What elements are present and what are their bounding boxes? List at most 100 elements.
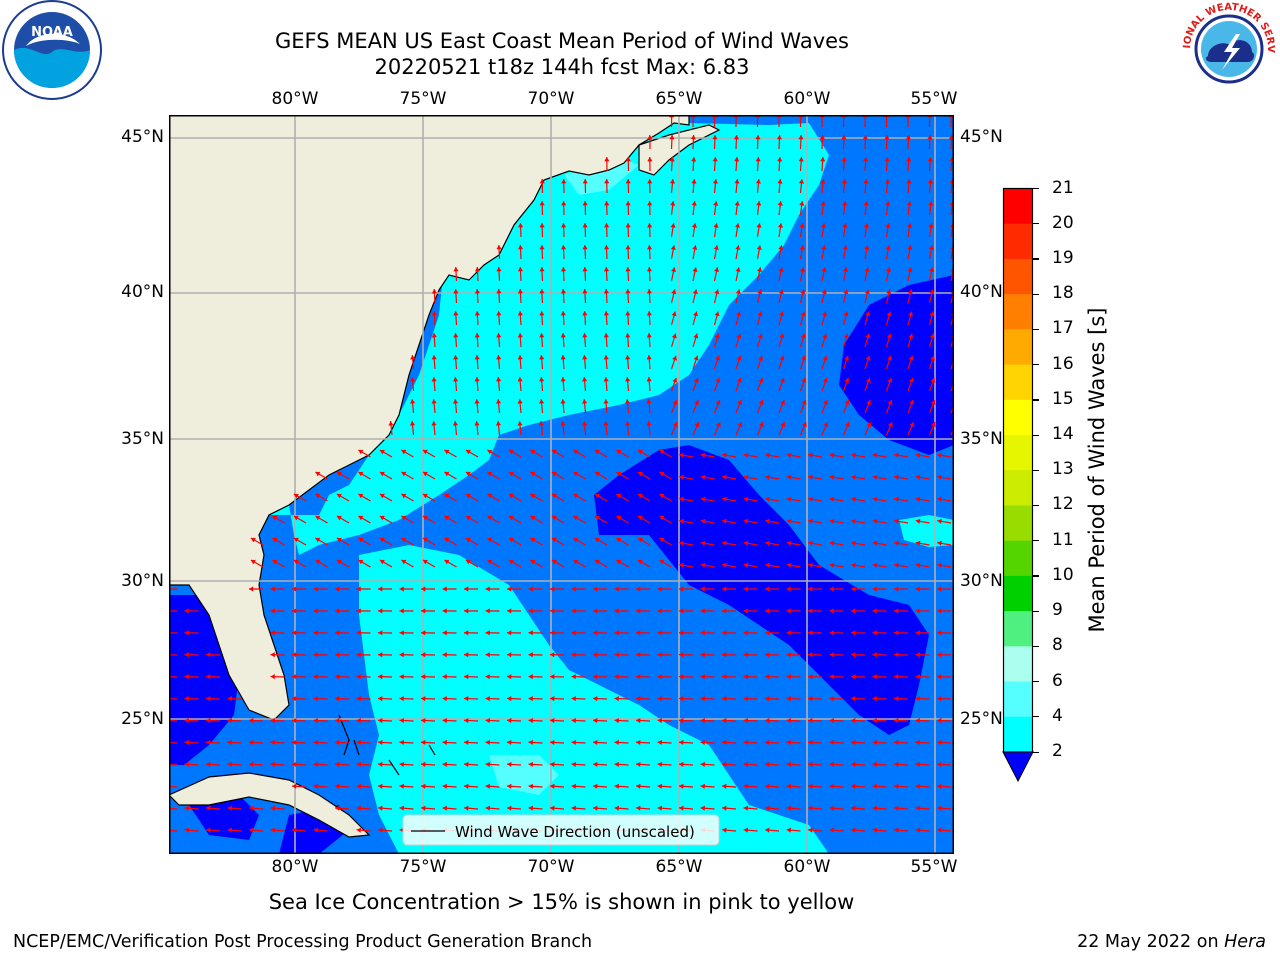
wind-wave-arrowhead (551, 559, 557, 565)
wind-wave-arrowhead (829, 761, 834, 767)
wind-wave-arrowhead (801, 422, 807, 428)
wind-wave-arrowhead (378, 761, 383, 767)
wind-wave-arrowhead (625, 245, 631, 250)
wind-wave-arrowhead (571, 696, 576, 702)
wind-wave-arrowhead (755, 157, 761, 162)
wind-wave-arrowhead (614, 608, 619, 614)
wind-wave-arrowhead (743, 674, 748, 680)
wind-wave-arrowhead (573, 449, 579, 455)
colorbar-tick-mark (1032, 681, 1039, 683)
wind-wave-arrowhead (561, 201, 567, 206)
wind-wave-arrowhead (829, 518, 835, 524)
wind-wave-arrowhead (915, 562, 921, 568)
wind-wave-arrowhead (292, 739, 297, 746)
wind-wave-arrowhead (743, 696, 748, 702)
wind-wave-arrowhead (528, 586, 533, 592)
wind-wave-arrowhead (637, 493, 643, 499)
wind-wave-arrowhead (801, 377, 807, 383)
wind-wave-arrowhead (550, 783, 555, 789)
wind-wave-arrowhead (530, 471, 536, 477)
wind-wave-arrowhead (336, 537, 342, 543)
wind-wave-arrowhead (694, 399, 699, 405)
wind-wave-arrowhead (872, 652, 877, 658)
wind-wave-arrowhead (582, 311, 588, 316)
wind-wave-arrowhead (693, 311, 699, 317)
wind-wave-arrowhead (884, 179, 891, 184)
wind-wave-arrowhead (358, 471, 364, 477)
wind-wave-arrowhead (517, 311, 523, 316)
wind-wave-arrowhead (485, 630, 490, 636)
wind-wave-arrowhead (733, 135, 739, 140)
wind-wave-arrowhead (700, 696, 705, 702)
wind-wave-arrowhead (894, 452, 899, 458)
wind-wave-arrowhead (843, 333, 849, 339)
wind-wave-arrowhead (474, 333, 480, 338)
wind-wave-arrowhead (872, 474, 878, 480)
wind-wave-arrowhead (657, 761, 662, 767)
wind-wave-arrowhead (851, 805, 856, 811)
wind-wave-arrowhead (313, 827, 319, 833)
wind-wave-arrowhead (894, 739, 899, 746)
wind-wave-arrowhead (928, 223, 934, 228)
wind-wave-arrowhead (743, 805, 749, 811)
wind-wave-arrowhead (808, 474, 813, 480)
wind-wave-arrowhead (669, 135, 675, 140)
wind-wave-arrowhead (743, 496, 749, 502)
wind-wave-arrowhead (670, 245, 676, 250)
wind-wave-arrowhead (894, 630, 899, 636)
wind-wave-arrowhead (356, 739, 361, 746)
wind-wave-arrowhead (399, 761, 404, 767)
wind-wave-arrowhead (700, 761, 705, 767)
wind-wave-arrowhead (864, 245, 870, 250)
wind-wave-arrowhead (315, 493, 321, 499)
wind-wave-arrowhead (885, 201, 891, 206)
wind-wave-arrowhead (937, 674, 942, 680)
wind-wave-arrowhead (937, 827, 942, 833)
wind-wave-arrowhead (561, 223, 567, 228)
wind-wave-arrowhead (872, 540, 878, 546)
wind-wave-arrowhead (765, 761, 770, 767)
wind-wave-arrowhead (722, 717, 727, 724)
wind-wave-arrowhead (636, 608, 641, 614)
wind-wave-arrowhead (530, 537, 536, 543)
colorbar-tick-mark (1032, 716, 1039, 718)
wind-wave-arrowhead (841, 179, 848, 184)
wind-wave-arrowhead (593, 630, 598, 636)
wind-wave-arrowhead (907, 245, 913, 250)
wind-wave-arrowhead (593, 652, 598, 658)
wind-wave-arrowhead (755, 135, 761, 140)
wind-wave-arrowhead (593, 586, 598, 592)
wind-wave-arrowhead (637, 471, 643, 477)
wind-wave-arrowhead (887, 355, 893, 361)
wind-wave-arrowhead (886, 311, 892, 317)
lat-label-right-25n: 25°N (960, 709, 1003, 729)
wind-wave-arrowhead (356, 608, 361, 614)
wind-wave-arrowhead (722, 783, 727, 789)
wind-wave-arrowhead (399, 696, 404, 702)
wind-wave-arrowhead (401, 449, 407, 455)
wind-wave-arrowhead (765, 805, 770, 811)
wind-wave-arrowhead (722, 827, 727, 833)
wind-wave-arrowhead (843, 289, 849, 295)
wind-wave-arrowhead (487, 449, 493, 455)
contour-4-6s-south (359, 545, 829, 854)
colorbar-under-triangle (1002, 751, 1034, 783)
wind-wave-arrowhead (507, 586, 512, 592)
wind-wave-arrowhead (582, 355, 588, 360)
wind-wave-arrowhead (508, 559, 514, 565)
wind-wave-arrowhead (485, 717, 490, 724)
wind-wave-arrowhead (786, 652, 791, 658)
wind-wave-arrowhead (356, 696, 361, 702)
wind-wave-arrowhead (928, 201, 934, 206)
wind-wave-arrowhead (679, 805, 684, 811)
wind-wave-arrowhead (851, 474, 856, 480)
wind-wave-arrowhead (335, 783, 340, 789)
wind-wave-arrowhead (829, 739, 834, 746)
wind-wave-arrowhead (356, 652, 361, 658)
wind-wave-arrowhead (517, 377, 523, 382)
wind-wave-arrowhead (336, 471, 342, 477)
colorbar-tick-label: 2 (1052, 741, 1063, 761)
wind-wave-arrowhead (765, 630, 770, 636)
wind-wave-arrowhead (442, 652, 447, 658)
wind-wave-arrowhead (808, 696, 813, 702)
